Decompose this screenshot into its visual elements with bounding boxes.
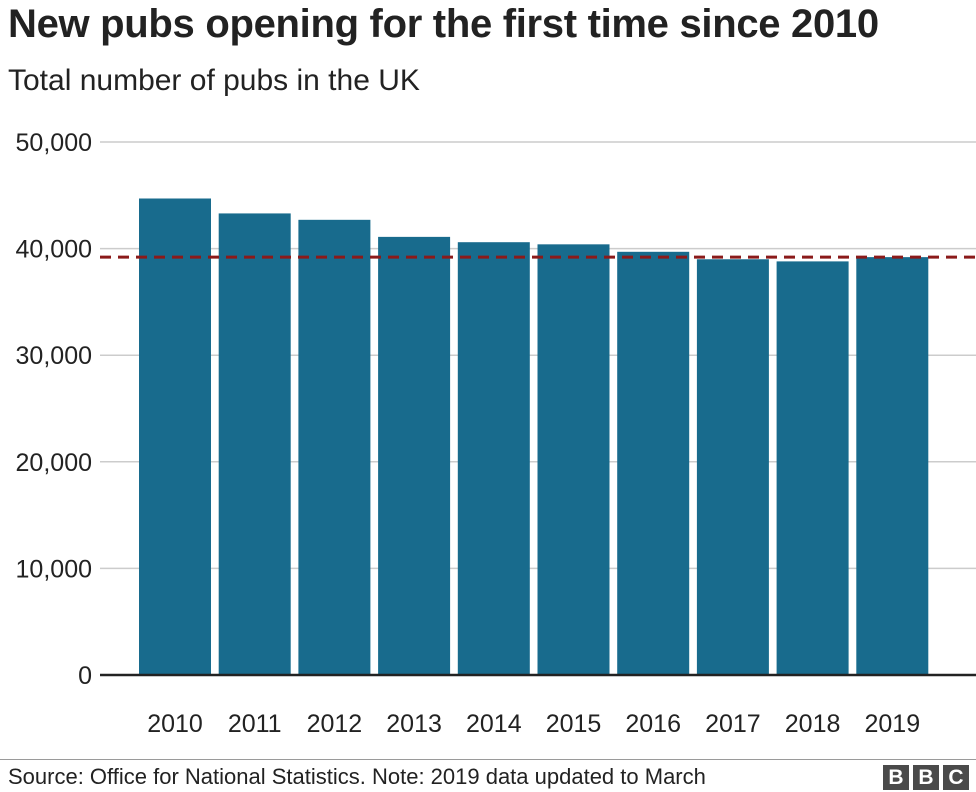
bar-chart: 0 10,000 20,000 30,000 40,000 50,000 2010 2011 2… bbox=[16, 129, 976, 738]
x-tick-label: 2016 bbox=[625, 710, 681, 738]
x-tick-label: 2015 bbox=[546, 710, 602, 738]
source-note: Source: Office for National Statistics. … bbox=[8, 764, 706, 789]
chart-title: New pubs opening for the first time sinc… bbox=[8, 2, 879, 46]
x-tick-label: 2017 bbox=[705, 710, 761, 738]
bar-2019 bbox=[856, 257, 929, 675]
y-tick-label: 20,000 bbox=[16, 449, 92, 477]
bars bbox=[139, 198, 929, 676]
y-tick-label: 50,000 bbox=[16, 129, 92, 157]
bar-2018 bbox=[776, 261, 849, 675]
bar-2011 bbox=[218, 213, 291, 675]
x-tick-label: 2018 bbox=[785, 710, 841, 738]
y-tick-label: 10,000 bbox=[16, 555, 92, 583]
y-tick-label: 30,000 bbox=[16, 342, 92, 370]
bar-2012 bbox=[298, 219, 371, 675]
bar-2017 bbox=[696, 259, 769, 675]
bar-2015 bbox=[537, 244, 610, 675]
bbc-logo-letter-2: B bbox=[913, 765, 939, 790]
x-tick-label: 2012 bbox=[307, 710, 363, 738]
axes: 0 10,000 20,000 30,000 40,000 50,000 2010 2011 2… bbox=[16, 129, 976, 738]
y-tick-label: 40,000 bbox=[16, 236, 92, 264]
bar-2013 bbox=[378, 236, 451, 675]
bar-2010 bbox=[139, 198, 211, 676]
footer-divider bbox=[0, 759, 976, 760]
x-tick-label: 2010 bbox=[147, 710, 203, 738]
bbc-logo-letter-3: C bbox=[943, 765, 969, 790]
x-tick-label: 2013 bbox=[386, 710, 442, 738]
bar-2016 bbox=[617, 251, 690, 675]
x-tick-label: 2019 bbox=[864, 710, 920, 738]
y-tick-label: 0 bbox=[78, 662, 92, 690]
bar-2014 bbox=[457, 242, 530, 676]
bbc-logo: B B C bbox=[883, 765, 969, 790]
bbc-logo-letter-1: B bbox=[883, 765, 909, 790]
chart-subtitle: Total number of pubs in the UK bbox=[8, 64, 420, 97]
x-tick-label: 2014 bbox=[466, 710, 522, 738]
x-tick-label: 2011 bbox=[228, 710, 282, 738]
